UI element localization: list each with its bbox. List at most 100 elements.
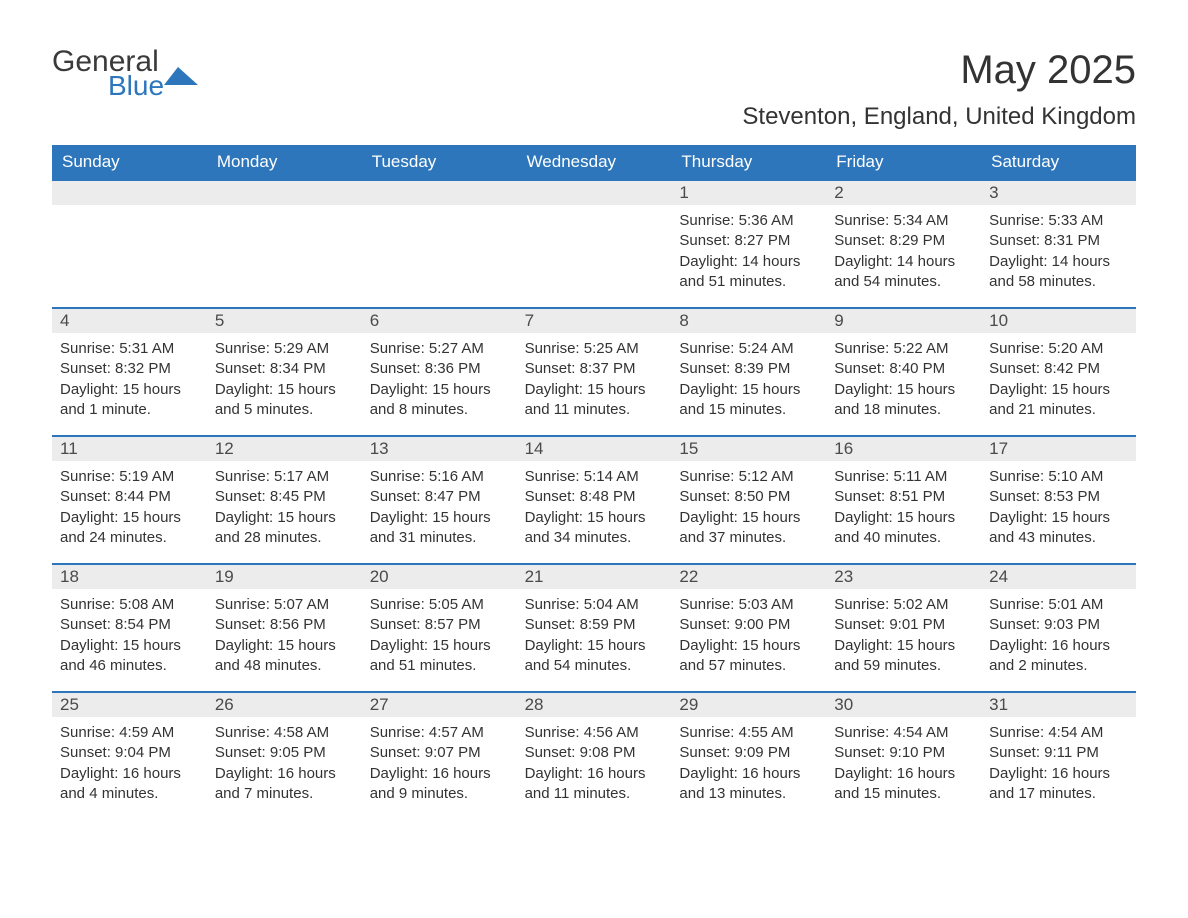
day-number [517, 179, 672, 205]
day-content: Sunrise: 5:33 AMSunset: 8:31 PMDaylight:… [981, 205, 1136, 300]
day-content: Sunrise: 5:24 AMSunset: 8:39 PMDaylight:… [671, 333, 826, 428]
day-content: Sunrise: 4:59 AMSunset: 9:04 PMDaylight:… [52, 717, 207, 812]
day-number: 28 [517, 691, 672, 717]
day-number: 25 [52, 691, 207, 717]
sunset-text: Sunset: 9:01 PM [834, 615, 973, 635]
day-number: 26 [207, 691, 362, 717]
sunrise-text: Sunrise: 5:34 AM [834, 211, 973, 231]
day-number: 21 [517, 563, 672, 589]
day-content: Sunrise: 4:54 AMSunset: 9:11 PMDaylight:… [981, 717, 1136, 812]
sunrise-text: Sunrise: 4:54 AM [834, 723, 973, 743]
daylight-text: Daylight: 15 hours and 34 minutes. [525, 508, 664, 549]
day-content: Sunrise: 5:10 AMSunset: 8:53 PMDaylight:… [981, 461, 1136, 556]
sunrise-text: Sunrise: 5:12 AM [679, 467, 818, 487]
sunset-text: Sunset: 8:39 PM [679, 359, 818, 379]
daylight-text: Daylight: 15 hours and 57 minutes. [679, 636, 818, 677]
day-cell: 7Sunrise: 5:25 AMSunset: 8:37 PMDaylight… [517, 307, 672, 435]
day-number: 12 [207, 435, 362, 461]
empty-day-cell [517, 179, 672, 307]
weekday-header: Thursday [671, 145, 826, 179]
day-cell: 2Sunrise: 5:34 AMSunset: 8:29 PMDaylight… [826, 179, 981, 307]
day-cell: 10Sunrise: 5:20 AMSunset: 8:42 PMDayligh… [981, 307, 1136, 435]
daylight-text: Daylight: 15 hours and 43 minutes. [989, 508, 1128, 549]
daylight-text: Daylight: 16 hours and 13 minutes. [679, 764, 818, 805]
day-content: Sunrise: 5:08 AMSunset: 8:54 PMDaylight:… [52, 589, 207, 684]
day-number: 9 [826, 307, 981, 333]
day-content: Sunrise: 5:20 AMSunset: 8:42 PMDaylight:… [981, 333, 1136, 428]
day-number: 27 [362, 691, 517, 717]
sunrise-text: Sunrise: 5:22 AM [834, 339, 973, 359]
sunrise-text: Sunrise: 5:01 AM [989, 595, 1128, 615]
sunset-text: Sunset: 9:03 PM [989, 615, 1128, 635]
sunrise-text: Sunrise: 5:11 AM [834, 467, 973, 487]
day-cell: 27Sunrise: 4:57 AMSunset: 9:07 PMDayligh… [362, 691, 517, 819]
daylight-text: Daylight: 16 hours and 15 minutes. [834, 764, 973, 805]
daylight-text: Daylight: 16 hours and 11 minutes. [525, 764, 664, 805]
daylight-text: Daylight: 16 hours and 4 minutes. [60, 764, 199, 805]
weekday-header: Monday [207, 145, 362, 179]
day-cell: 3Sunrise: 5:33 AMSunset: 8:31 PMDaylight… [981, 179, 1136, 307]
day-content: Sunrise: 5:12 AMSunset: 8:50 PMDaylight:… [671, 461, 826, 556]
sunrise-text: Sunrise: 5:29 AM [215, 339, 354, 359]
day-content: Sunrise: 5:27 AMSunset: 8:36 PMDaylight:… [362, 333, 517, 428]
day-number [207, 179, 362, 205]
sunset-text: Sunset: 8:48 PM [525, 487, 664, 507]
daylight-text: Daylight: 15 hours and 46 minutes. [60, 636, 199, 677]
day-content: Sunrise: 5:03 AMSunset: 9:00 PMDaylight:… [671, 589, 826, 684]
sunrise-text: Sunrise: 5:10 AM [989, 467, 1128, 487]
day-content: Sunrise: 5:05 AMSunset: 8:57 PMDaylight:… [362, 589, 517, 684]
sunrise-text: Sunrise: 5:31 AM [60, 339, 199, 359]
sunset-text: Sunset: 8:44 PM [60, 487, 199, 507]
daylight-text: Daylight: 14 hours and 58 minutes. [989, 252, 1128, 293]
day-number: 18 [52, 563, 207, 589]
day-content: Sunrise: 5:01 AMSunset: 9:03 PMDaylight:… [981, 589, 1136, 684]
logo-text-blue: Blue [108, 73, 164, 100]
daylight-text: Daylight: 15 hours and 40 minutes. [834, 508, 973, 549]
calendar-week: 25Sunrise: 4:59 AMSunset: 9:04 PMDayligh… [52, 691, 1136, 819]
day-content: Sunrise: 5:16 AMSunset: 8:47 PMDaylight:… [362, 461, 517, 556]
sunrise-text: Sunrise: 5:24 AM [679, 339, 818, 359]
day-number: 22 [671, 563, 826, 589]
daylight-text: Daylight: 15 hours and 31 minutes. [370, 508, 509, 549]
sunset-text: Sunset: 8:29 PM [834, 231, 973, 251]
day-number: 23 [826, 563, 981, 589]
logo: General Blue [52, 48, 198, 99]
sunrise-text: Sunrise: 5:03 AM [679, 595, 818, 615]
day-content: Sunrise: 4:55 AMSunset: 9:09 PMDaylight:… [671, 717, 826, 812]
day-content: Sunrise: 5:29 AMSunset: 8:34 PMDaylight:… [207, 333, 362, 428]
daylight-text: Daylight: 15 hours and 5 minutes. [215, 380, 354, 421]
title-block: May 2025 Steventon, England, United King… [742, 48, 1136, 131]
day-number: 5 [207, 307, 362, 333]
day-content: Sunrise: 5:36 AMSunset: 8:27 PMDaylight:… [671, 205, 826, 300]
day-cell: 14Sunrise: 5:14 AMSunset: 8:48 PMDayligh… [517, 435, 672, 563]
sunrise-text: Sunrise: 4:58 AM [215, 723, 354, 743]
day-content: Sunrise: 5:34 AMSunset: 8:29 PMDaylight:… [826, 205, 981, 300]
day-number: 7 [517, 307, 672, 333]
day-content: Sunrise: 5:22 AMSunset: 8:40 PMDaylight:… [826, 333, 981, 428]
sunset-text: Sunset: 8:42 PM [989, 359, 1128, 379]
day-cell: 18Sunrise: 5:08 AMSunset: 8:54 PMDayligh… [52, 563, 207, 691]
day-cell: 5Sunrise: 5:29 AMSunset: 8:34 PMDaylight… [207, 307, 362, 435]
sunrise-text: Sunrise: 4:55 AM [679, 723, 818, 743]
daylight-text: Daylight: 15 hours and 37 minutes. [679, 508, 818, 549]
weekday-header: Wednesday [517, 145, 672, 179]
daylight-text: Daylight: 15 hours and 24 minutes. [60, 508, 199, 549]
day-cell: 23Sunrise: 5:02 AMSunset: 9:01 PMDayligh… [826, 563, 981, 691]
day-cell: 12Sunrise: 5:17 AMSunset: 8:45 PMDayligh… [207, 435, 362, 563]
day-cell: 29Sunrise: 4:55 AMSunset: 9:09 PMDayligh… [671, 691, 826, 819]
logo-flag-icon [164, 63, 198, 90]
day-cell: 20Sunrise: 5:05 AMSunset: 8:57 PMDayligh… [362, 563, 517, 691]
sunset-text: Sunset: 8:27 PM [679, 231, 818, 251]
day-content: Sunrise: 4:57 AMSunset: 9:07 PMDaylight:… [362, 717, 517, 812]
day-number: 17 [981, 435, 1136, 461]
day-number: 16 [826, 435, 981, 461]
weekday-header: Saturday [981, 145, 1136, 179]
day-cell: 6Sunrise: 5:27 AMSunset: 8:36 PMDaylight… [362, 307, 517, 435]
day-content: Sunrise: 5:31 AMSunset: 8:32 PMDaylight:… [52, 333, 207, 428]
day-content [52, 205, 207, 219]
weekday-header: Tuesday [362, 145, 517, 179]
day-number: 3 [981, 179, 1136, 205]
sunrise-text: Sunrise: 5:17 AM [215, 467, 354, 487]
sunset-text: Sunset: 9:04 PM [60, 743, 199, 763]
day-cell: 24Sunrise: 5:01 AMSunset: 9:03 PMDayligh… [981, 563, 1136, 691]
